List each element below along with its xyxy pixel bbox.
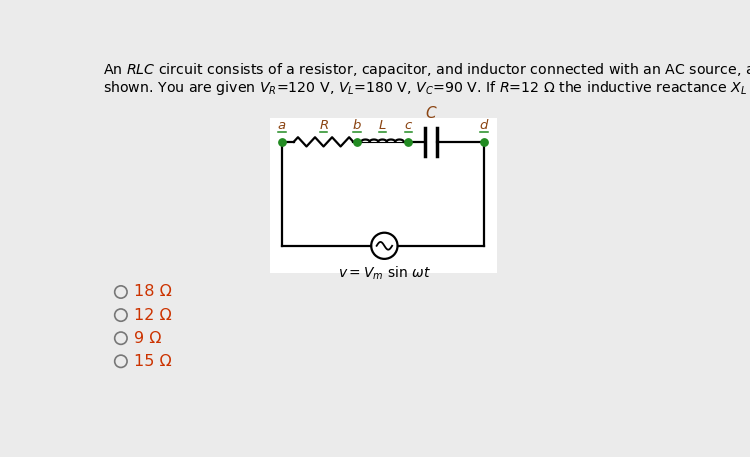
Text: $C$: $C$: [424, 105, 437, 121]
Text: 12 Ω: 12 Ω: [134, 308, 172, 323]
Text: 15 Ω: 15 Ω: [134, 354, 172, 369]
Text: $c$: $c$: [404, 119, 413, 132]
FancyBboxPatch shape: [271, 118, 496, 273]
Text: shown. You are given $\it{V}_R$=120 V, $\it{V}_L$=180 V, $\it{V}_C$=90 V. If $\i: shown. You are given $\it{V}_R$=120 V, $…: [103, 80, 750, 97]
Point: [478, 138, 490, 145]
Text: $R$: $R$: [319, 119, 328, 132]
Point: [403, 138, 415, 145]
Text: $v = V_m\ \mathrm{sin}\ \omega t$: $v = V_m\ \mathrm{sin}\ \omega t$: [338, 265, 430, 282]
Text: $d$: $d$: [479, 118, 490, 132]
Point: [276, 138, 288, 145]
Text: An $\it{RLC}$ circuit consists of a resistor, capacitor, and inductor connected : An $\it{RLC}$ circuit consists of a resi…: [103, 61, 750, 79]
Text: $L$: $L$: [378, 119, 387, 132]
Text: 9 Ω: 9 Ω: [134, 331, 161, 345]
Point: [351, 138, 363, 145]
Text: $a$: $a$: [278, 119, 286, 132]
Text: 18 Ω: 18 Ω: [134, 285, 172, 299]
Text: $b$: $b$: [352, 118, 362, 132]
